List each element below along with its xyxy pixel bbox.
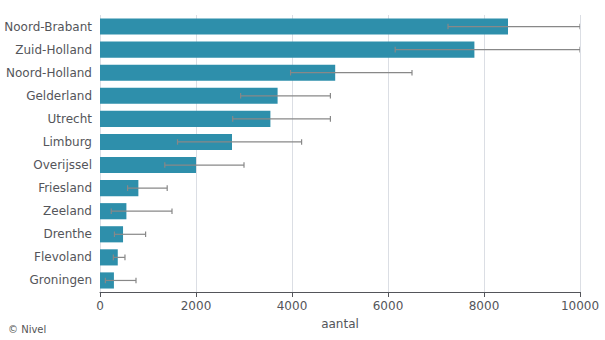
svg-text:© Nivel: © Nivel — [8, 324, 46, 335]
svg-text:2000: 2000 — [181, 299, 212, 313]
svg-text:Utrecht: Utrecht — [48, 112, 93, 126]
svg-text:0: 0 — [96, 299, 104, 313]
svg-text:8000: 8000 — [469, 299, 500, 313]
svg-text:Gelderland: Gelderland — [26, 89, 92, 103]
svg-text:Limburg: Limburg — [43, 135, 92, 149]
svg-text:10000: 10000 — [561, 299, 599, 313]
svg-text:Noord-Holland: Noord-Holland — [6, 66, 92, 80]
svg-text:Noord-Brabant: Noord-Brabant — [4, 20, 92, 34]
svg-text:Overijssel: Overijssel — [33, 158, 92, 172]
svg-text:Zeeland: Zeeland — [43, 204, 92, 218]
svg-text:4000: 4000 — [277, 299, 308, 313]
svg-text:Friesland: Friesland — [38, 181, 92, 195]
svg-text:Zuid-Holland: Zuid-Holland — [15, 43, 92, 57]
svg-text:6000: 6000 — [373, 299, 404, 313]
svg-text:aantal: aantal — [321, 317, 359, 331]
svg-text:Flevoland: Flevoland — [34, 250, 92, 264]
svg-text:Drenthe: Drenthe — [43, 227, 92, 241]
svg-text:Groningen: Groningen — [30, 273, 92, 287]
